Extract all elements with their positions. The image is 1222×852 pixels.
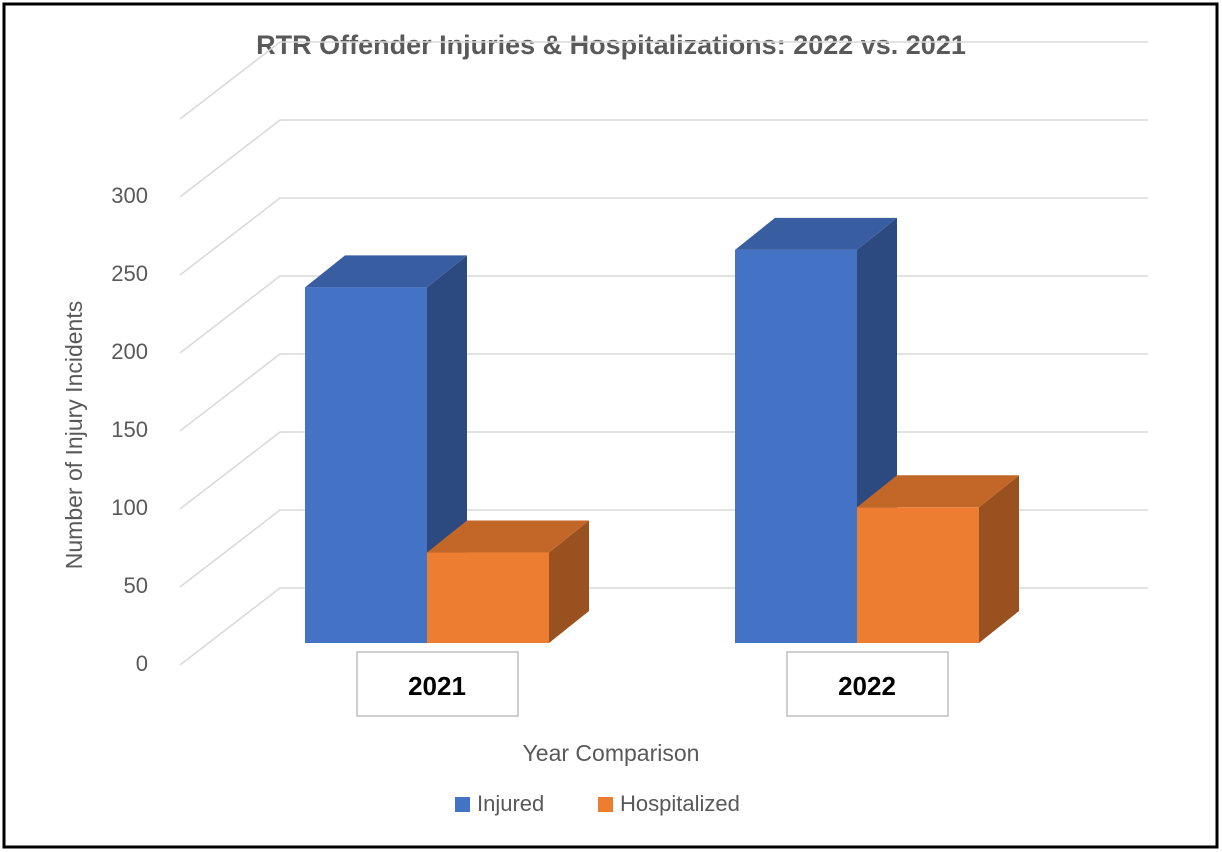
bar-top: [857, 475, 1019, 508]
bar: [735, 217, 897, 643]
bar-side: [549, 520, 589, 643]
y-tick-label: 0: [136, 651, 148, 676]
y-tick-label: 100: [111, 495, 148, 520]
bar-front: [427, 552, 549, 643]
chart-title: RTR Offender Injuries & Hospitalizations…: [256, 30, 966, 60]
y-axis-title: Number of Injury Incidents: [61, 301, 87, 569]
bar-front: [735, 249, 857, 643]
legend-swatch: [455, 797, 470, 812]
x-axis-title: Year Comparison: [523, 740, 700, 766]
y-tick-label: 250: [111, 261, 148, 286]
legend-label: Hospitalized: [620, 791, 740, 816]
legend-swatch: [598, 797, 613, 812]
bar: [427, 520, 589, 643]
category-box: [786, 651, 949, 717]
bar-front: [857, 507, 979, 643]
y-tick-label: 200: [111, 339, 148, 364]
wall-edge: [179, 41, 1148, 120]
y-tick-label: 50: [124, 573, 148, 598]
bar: [857, 475, 1019, 643]
category-box: [356, 651, 519, 717]
legend-label: Injured: [477, 791, 544, 816]
bar-top: [735, 217, 897, 250]
grid-line: [179, 119, 1148, 198]
y-tick-label: 150: [111, 417, 148, 442]
bar-front: [305, 287, 427, 643]
bar-side: [979, 475, 1019, 643]
y-tick-label: 300: [111, 183, 148, 208]
grid-line: [179, 197, 1148, 276]
bar-top: [305, 255, 467, 288]
bar-top: [427, 520, 589, 553]
x-tick-label: 2021: [408, 671, 466, 701]
x-tick-label: 2022: [838, 671, 896, 701]
